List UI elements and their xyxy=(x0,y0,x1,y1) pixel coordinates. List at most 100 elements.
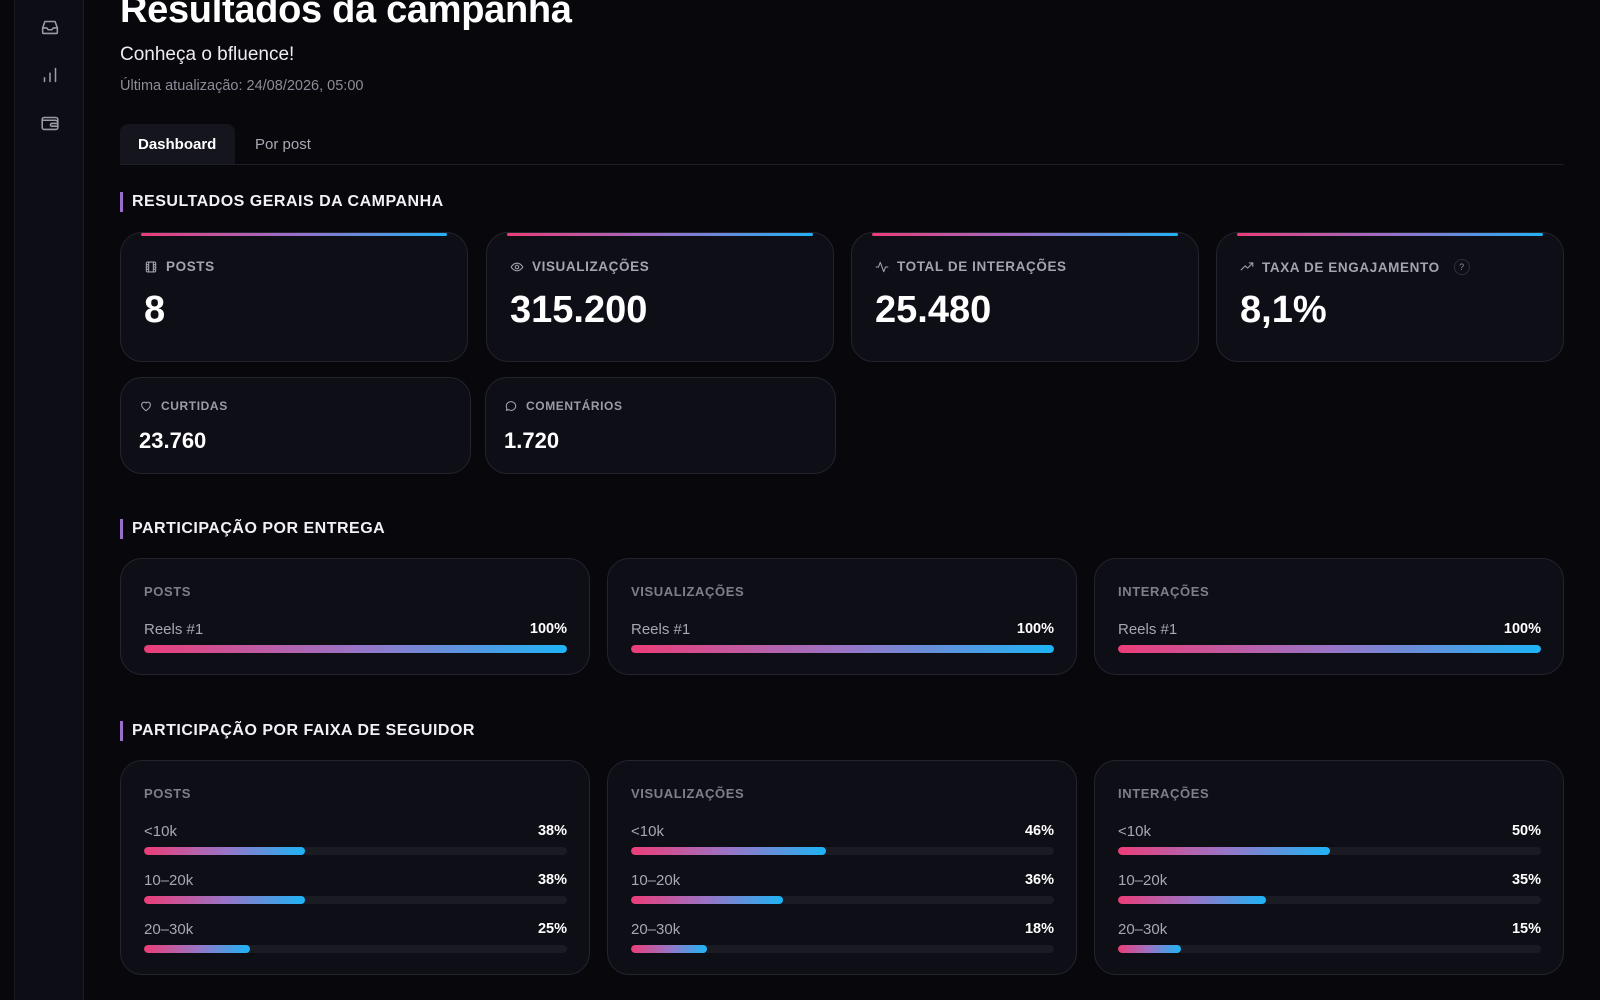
row-label: <10k xyxy=(1118,823,1151,840)
progress-fill xyxy=(144,945,250,953)
wallet-icon[interactable] xyxy=(38,111,62,135)
followers-card-posts: POSTS <10k 38% 10–20k 38% 20–30k 25% xyxy=(120,760,590,975)
delivery-card-posts: POSTS Reels #1 100% xyxy=(120,558,590,675)
row-percent: 46% xyxy=(1024,823,1054,839)
progress-track xyxy=(1118,847,1541,855)
row-percent: 18% xyxy=(1024,921,1054,937)
row-percent: 25% xyxy=(537,921,567,937)
metric-label: TAXA DE ENGAJAMENTO ? xyxy=(1240,259,1470,275)
progress-fill xyxy=(631,896,784,904)
row-percent: 15% xyxy=(1511,921,1541,937)
metric-label-text: CURTIDAS xyxy=(161,399,228,413)
row-label: Reels #1 xyxy=(144,621,204,638)
row-label: 20–30k xyxy=(631,921,681,938)
row-label: Reels #1 xyxy=(1118,621,1178,638)
page-subtitle: Conheça o bfluence! xyxy=(120,44,295,65)
sidebar xyxy=(14,0,84,1000)
row-percent: 36% xyxy=(1024,872,1054,888)
progress-track xyxy=(144,645,567,653)
delivery-card-interacoes: INTERAÇÕES Reels #1 100% xyxy=(1094,558,1564,675)
metric-card-posts: POSTS 8 xyxy=(120,232,468,362)
metric-label-text: VISUALIZAÇÕES xyxy=(532,259,650,274)
progress-fill xyxy=(631,945,708,953)
metric-label: TOTAL DE INTERAÇÕES xyxy=(875,259,1067,274)
eye-icon xyxy=(510,262,524,271)
metric-value: 8 xyxy=(144,289,166,331)
card-title: POSTS xyxy=(144,584,192,599)
metric-label: VISUALIZAÇÕES xyxy=(510,259,649,274)
tab-dashboard[interactable]: Dashboard xyxy=(120,124,235,164)
metric-card-visualizacoes: VISUALIZAÇÕES 315.200 xyxy=(486,232,834,362)
row-label: 10–20k xyxy=(631,872,681,889)
help-icon[interactable]: ? xyxy=(1453,259,1470,275)
main-content: Resultados da campanha Conheça o bfluenc… xyxy=(120,0,1564,1000)
metric-value: 25.480 xyxy=(875,289,992,331)
row-label: <10k xyxy=(144,823,177,840)
progress-track xyxy=(631,896,1054,904)
row-percent: 38% xyxy=(537,823,567,839)
progress-fill xyxy=(144,847,305,855)
metric-value: 1.720 xyxy=(504,428,560,453)
progress-fill xyxy=(1118,847,1330,855)
section-title-followers: PARTICIPAÇÃO POR FAIXA DE SEGUIDOR xyxy=(120,721,475,741)
progress-fill xyxy=(1118,896,1267,904)
heart-icon xyxy=(141,401,151,412)
metric-label-text: TAXA DE ENGAJAMENTO xyxy=(1262,259,1440,275)
metric-label-text: TOTAL DE INTERAÇÕES xyxy=(897,259,1067,274)
card-title: INTERAÇÕES xyxy=(1118,786,1210,801)
metric-value: 315.200 xyxy=(510,289,648,331)
tab-bar: Dashboard Por post xyxy=(120,124,1564,165)
row-label: <10k xyxy=(631,823,664,840)
progress-track xyxy=(631,945,1054,953)
progress-fill xyxy=(144,645,567,653)
metric-label-text: POSTS xyxy=(166,259,215,274)
last-updated: Última atualização: 24/08/2026, 05:00 xyxy=(120,78,364,94)
metric-label: COMENTÁRIOS xyxy=(504,399,623,413)
tab-por-post[interactable]: Por post xyxy=(255,135,311,153)
row-percent: 35% xyxy=(1511,872,1541,888)
metric-card-comentarios: COMENTÁRIOS 1.720 xyxy=(485,377,836,474)
metric-card-interacoes: TOTAL DE INTERAÇÕES 25.480 xyxy=(851,232,1199,362)
progress-track xyxy=(631,645,1054,653)
bar-chart-icon[interactable] xyxy=(38,63,62,87)
metric-label: CURTIDAS xyxy=(139,399,228,413)
row-percent: 38% xyxy=(537,872,567,888)
progress-track xyxy=(144,847,567,855)
progress-fill xyxy=(631,847,826,855)
inbox-icon[interactable] xyxy=(38,15,62,39)
progress-fill xyxy=(631,645,1054,653)
row-label: 20–30k xyxy=(144,921,194,938)
metric-value: 23.760 xyxy=(139,428,207,453)
activity-icon xyxy=(875,261,889,272)
metric-value: 8,1% xyxy=(1240,289,1327,331)
delivery-card-visualizacoes: VISUALIZAÇÕES Reels #1 100% xyxy=(607,558,1077,675)
card-title: VISUALIZAÇÕES xyxy=(631,786,745,801)
comment-icon xyxy=(505,401,517,411)
followers-card-interacoes: INTERAÇÕES <10k 50% 10–20k 35% 20–30k 15… xyxy=(1094,760,1564,975)
metric-card-engajamento: TAXA DE ENGAJAMENTO ? 8,1% xyxy=(1216,232,1564,362)
progress-track xyxy=(631,847,1054,855)
section-title-general: RESULTADOS GERAIS DA CAMPANHA xyxy=(120,192,444,212)
progress-track xyxy=(144,945,567,953)
page-title: Resultados da campanha xyxy=(120,0,572,31)
progress-track xyxy=(1118,896,1541,904)
row-percent: 100% xyxy=(1503,621,1541,637)
row-label: 20–30k xyxy=(1118,921,1168,938)
row-label: Reels #1 xyxy=(631,621,691,638)
progress-track xyxy=(1118,945,1541,953)
progress-fill xyxy=(144,896,305,904)
metric-card-curtidas: CURTIDAS 23.760 xyxy=(120,377,471,474)
trending-up-icon xyxy=(1240,262,1254,271)
metric-label-text: COMENTÁRIOS xyxy=(526,399,623,413)
row-label: 10–20k xyxy=(144,872,194,889)
section-title-delivery: PARTICIPAÇÃO POR ENTREGA xyxy=(120,519,385,539)
progress-track xyxy=(1118,645,1541,653)
progress-fill xyxy=(1118,945,1182,953)
card-title: INTERAÇÕES xyxy=(1118,584,1210,599)
card-title: POSTS xyxy=(144,786,192,801)
metric-label: POSTS xyxy=(144,259,215,274)
row-percent: 100% xyxy=(529,621,567,637)
film-icon xyxy=(145,261,157,272)
row-percent: 50% xyxy=(1511,823,1541,839)
row-label: 10–20k xyxy=(1118,872,1168,889)
